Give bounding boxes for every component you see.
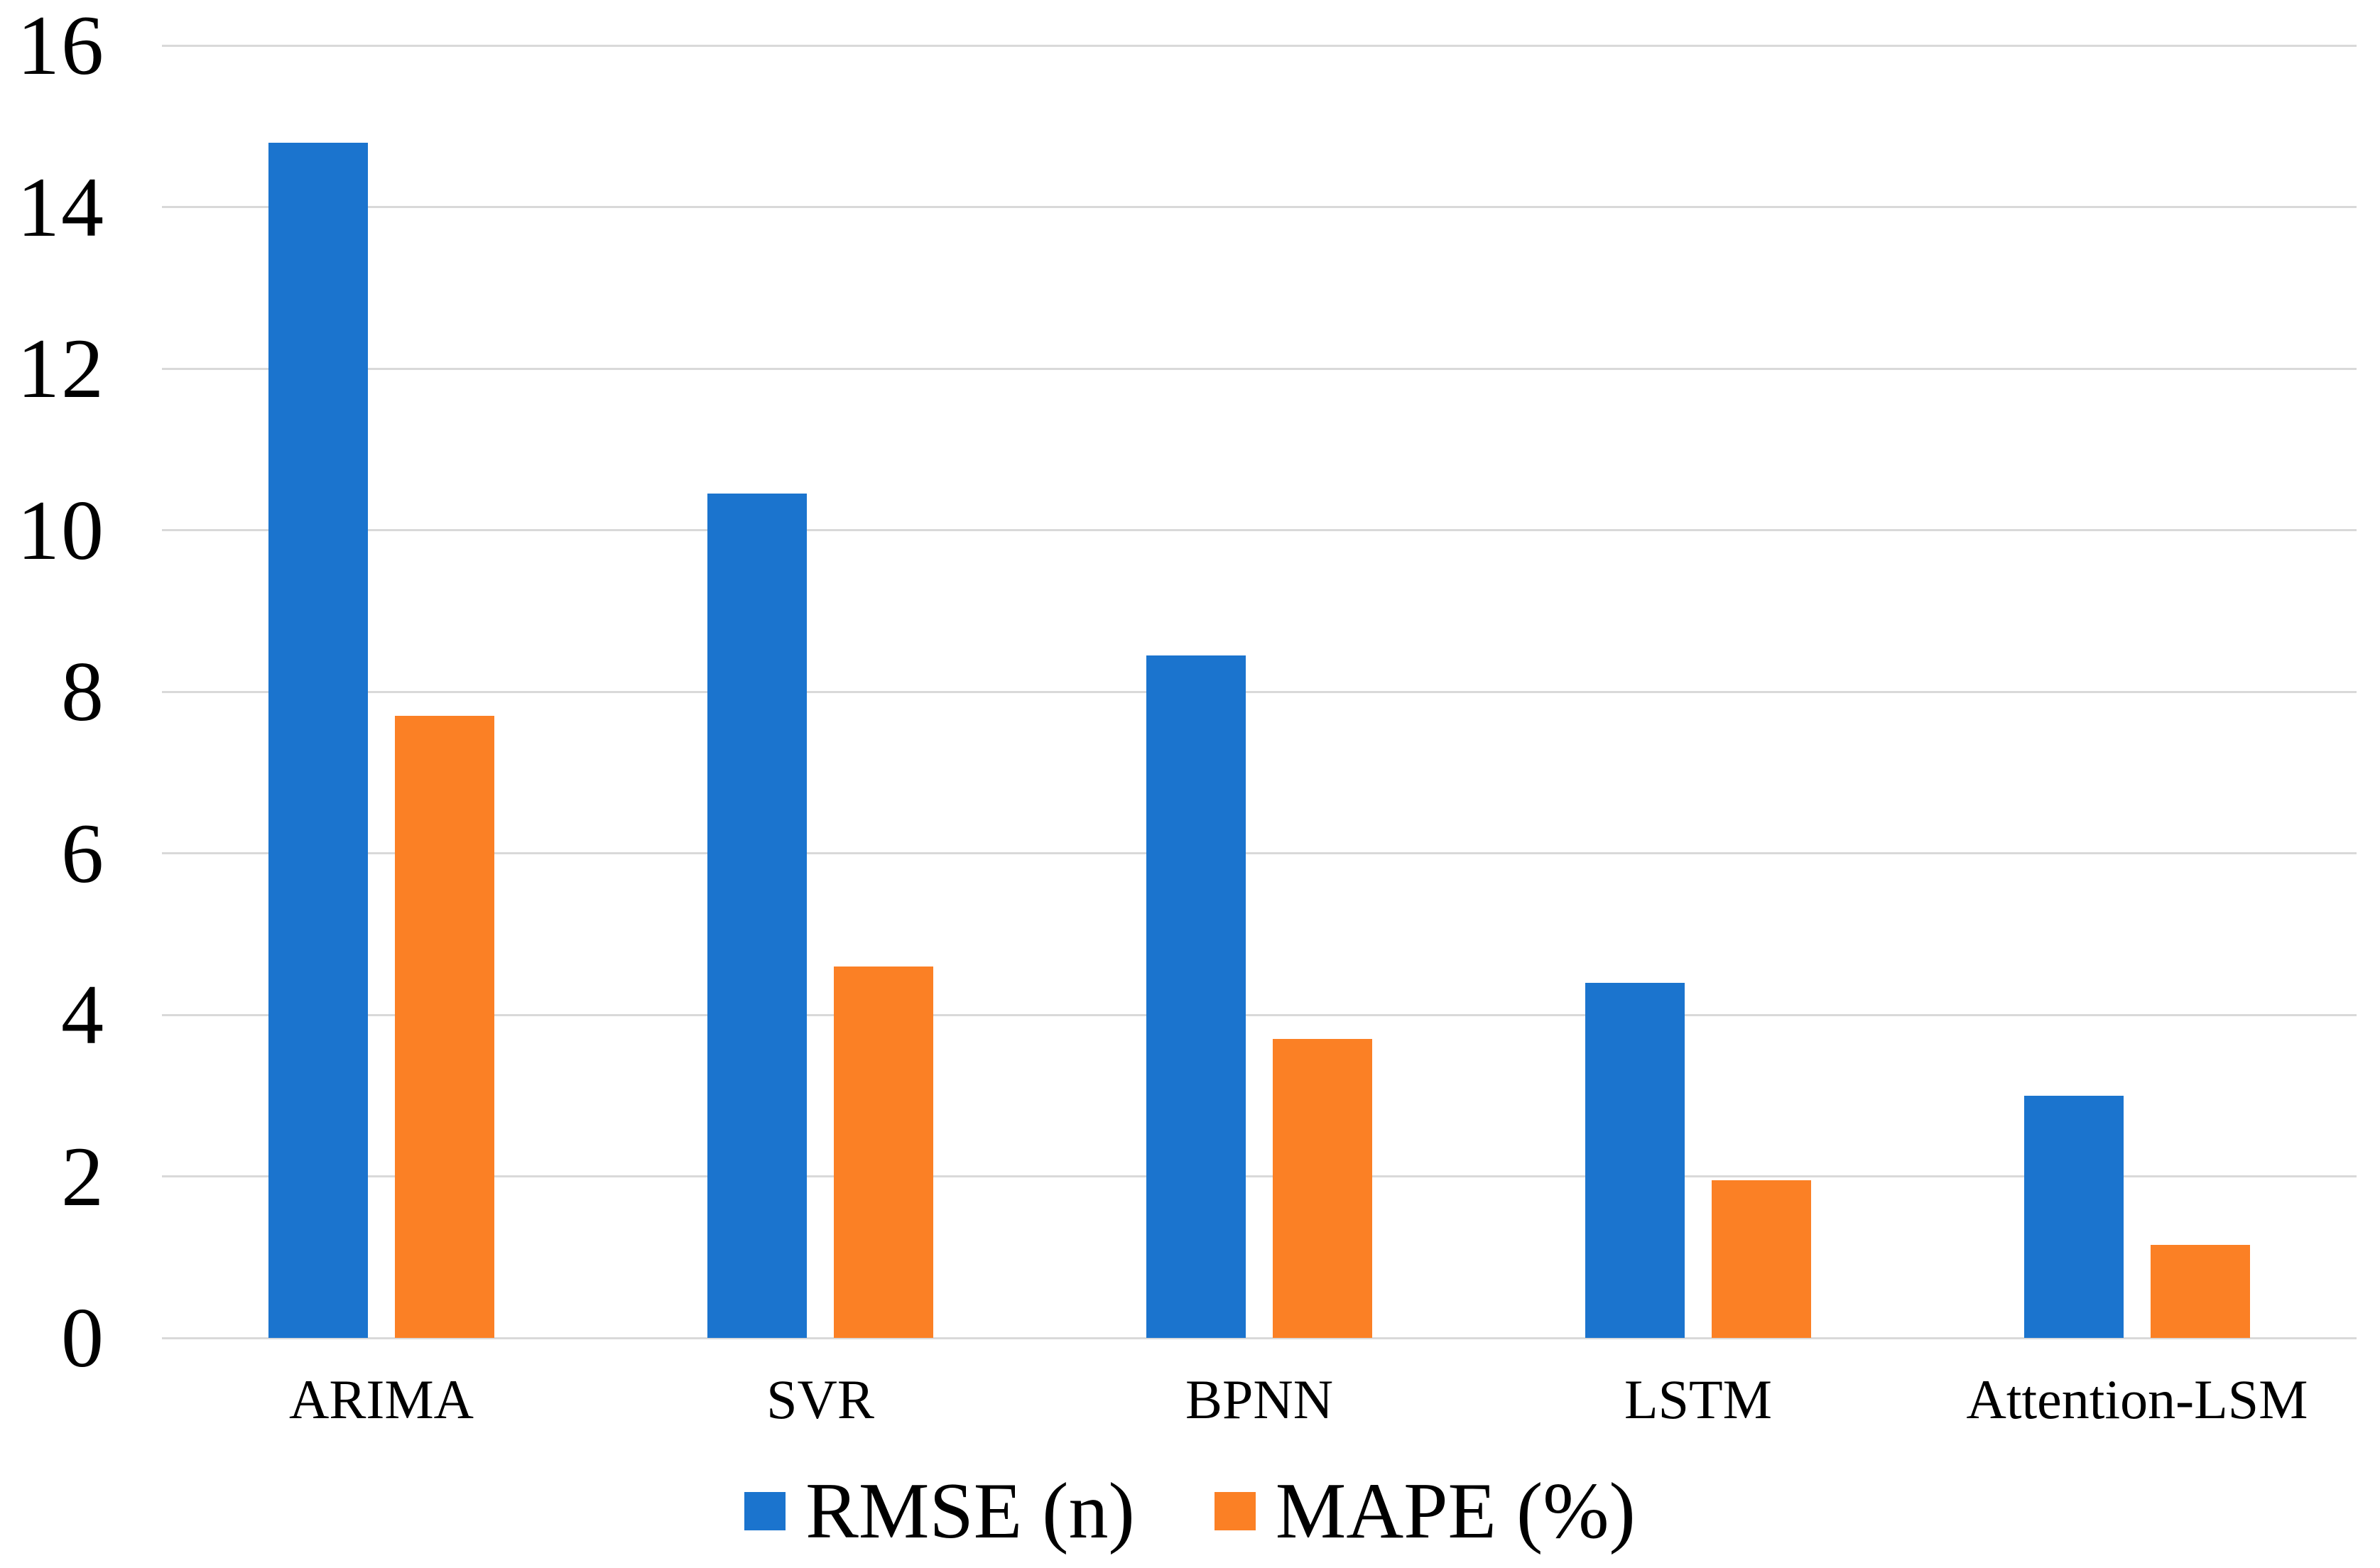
bar-rmse-n-svr: [707, 494, 807, 1338]
bar-rmse-n-attention-lsm: [2024, 1095, 2124, 1338]
gridline-y-2: [162, 1175, 2357, 1177]
y-axis-tick-label: 10: [17, 482, 105, 577]
y-axis-tick-label: 12: [17, 321, 105, 415]
gridline-y-16: [162, 44, 2357, 47]
x-axis-label-arima: ARIMA: [288, 1368, 474, 1430]
legend-label-rmse-n: RMSE (n): [805, 1467, 1135, 1555]
bar-rmse-n-bpnn: [1146, 655, 1246, 1338]
y-axis-tick-label: 4: [61, 967, 105, 1062]
bar-rmse-n-arima: [268, 142, 368, 1338]
legend-item-mape: MAPE (%): [1214, 1467, 1636, 1555]
x-axis-label-attention-lsm: Attention-LSM: [1966, 1368, 2308, 1430]
y-axis-tick-label: 2: [61, 1128, 105, 1224]
y-axis-tick-label: 6: [61, 805, 105, 900]
gridline-y-0: [162, 1336, 2357, 1339]
legend: RMSE (n) MAPE (%): [0, 1461, 2380, 1561]
y-axis-tick-label: 0: [61, 1290, 105, 1385]
gridline-y-12: [162, 367, 2357, 370]
legend-item-rmse-n: RMSE (n): [744, 1471, 1135, 1551]
legend-swatch-mape: [1214, 1492, 1256, 1530]
x-axis-label-bpnn: BPNN: [1185, 1368, 1334, 1430]
x-axis-label-svr: SVR: [766, 1368, 874, 1430]
y-axis-tick-label: 14: [17, 159, 105, 254]
y-axis-tick-label: 16: [17, 0, 105, 92]
y-axis-tick-label: 8: [61, 644, 105, 739]
bar-rmse-n-lstm: [1585, 982, 1685, 1338]
x-axis-label-lstm: LSTM: [1624, 1368, 1773, 1430]
legend-label-mape: MAPE (%): [1275, 1467, 1636, 1555]
gridline-y-10: [162, 529, 2357, 531]
legend-swatch-rmse-n: [744, 1492, 786, 1530]
gridline-y-14: [162, 206, 2357, 208]
bar-mape-lstm: [1712, 1180, 1811, 1338]
gridline-y-6: [162, 852, 2357, 854]
bar-mape-arima: [395, 716, 494, 1338]
bar-mape-svr: [834, 966, 933, 1338]
bar-mape-attention-lsm: [2151, 1245, 2250, 1338]
gridline-y-8: [162, 690, 2357, 693]
bar-mape-bpnn: [1273, 1039, 1372, 1338]
gridline-y-4: [162, 1013, 2357, 1016]
